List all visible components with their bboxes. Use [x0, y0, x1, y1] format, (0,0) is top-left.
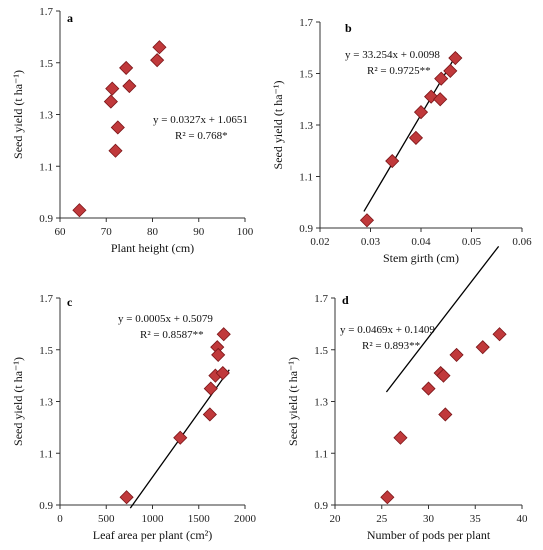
- r-squared-label: R² = 0.768*: [175, 130, 228, 142]
- y-tick-label: 1.7: [39, 6, 53, 18]
- panel-letter: d: [342, 293, 349, 307]
- x-tick-label: 0.03: [361, 236, 381, 248]
- y-tick-label: 1.1: [39, 448, 53, 460]
- x-tick-label: 25: [376, 513, 388, 525]
- trend-line: [385, 245, 500, 393]
- data-point-marker: [108, 143, 123, 158]
- y-tick-label: 1.1: [299, 172, 313, 184]
- x-tick-label: 0.05: [462, 236, 482, 248]
- data-point-marker: [110, 120, 125, 135]
- regression-equation: y = 0.0469x + 0.1409: [340, 324, 435, 336]
- y-axis-label: Seed yield (t ha⁻¹): [11, 70, 25, 159]
- y-tick-label: 1.5: [299, 69, 313, 81]
- data-point-marker: [475, 340, 490, 355]
- x-tick-label: 35: [470, 513, 482, 525]
- data-point-marker: [119, 490, 134, 505]
- data-point-marker: [434, 71, 449, 86]
- data-point-marker: [359, 213, 375, 228]
- x-tick-label: 70: [101, 226, 113, 238]
- x-axis-label: Plant height (cm): [111, 241, 194, 255]
- y-axis-label: Seed yield (t ha⁻¹): [271, 81, 285, 170]
- data-point-marker: [436, 368, 451, 383]
- y-tick-label: 1.7: [314, 293, 328, 305]
- x-tick-label: 40: [517, 513, 529, 525]
- y-tick-label: 1.3: [39, 397, 53, 409]
- regression-equation: y = 0.0327x + 1.0651: [153, 114, 248, 126]
- panel-letter: a: [67, 11, 73, 25]
- y-tick-label: 0.9: [39, 213, 53, 225]
- data-point-marker: [173, 430, 188, 445]
- x-tick-label: 1000: [142, 513, 165, 525]
- y-tick-label: 1.3: [314, 397, 328, 409]
- data-point-marker: [421, 381, 436, 396]
- x-axis-label: Stem girth (cm): [383, 251, 459, 265]
- data-point-marker: [202, 407, 217, 422]
- data-point-marker: [393, 430, 408, 445]
- r-squared-label: R² = 0.8587**: [140, 329, 204, 341]
- data-point-marker: [152, 40, 167, 55]
- panel-letter: c: [67, 295, 73, 309]
- regression-equation: y = 33.254x + 0.0098: [345, 49, 440, 61]
- r-squared-label: R² = 0.9725**: [367, 65, 431, 77]
- r-squared-label: R² = 0.893**: [362, 340, 420, 352]
- x-tick-label: 20: [330, 513, 342, 525]
- data-point-marker: [385, 153, 400, 169]
- data-point-marker: [105, 81, 120, 96]
- y-tick-label: 1.1: [314, 448, 328, 460]
- y-tick-label: 1.5: [39, 345, 53, 357]
- y-tick-label: 0.9: [299, 223, 313, 235]
- y-tick-label: 1.3: [299, 120, 313, 132]
- data-point-marker: [448, 50, 463, 66]
- y-tick-label: 1.7: [299, 17, 313, 29]
- y-tick-label: 1.5: [314, 345, 328, 357]
- y-axis-label: Seed yield (t ha⁻¹): [11, 357, 25, 446]
- data-point-marker: [122, 78, 137, 94]
- x-axis-label: Leaf area per plant (cm²): [93, 528, 213, 542]
- x-tick-label: 1500: [188, 513, 211, 525]
- data-point-marker: [408, 130, 424, 145]
- y-tick-label: 1.3: [39, 110, 53, 122]
- data-point-marker: [150, 53, 165, 68]
- x-tick-label: 0.02: [310, 236, 329, 248]
- data-point-marker: [215, 365, 230, 381]
- panel-letter: b: [345, 21, 352, 35]
- x-tick-label: 30: [423, 513, 435, 525]
- regression-equation: y = 0.0005x + 0.5079: [118, 313, 213, 325]
- x-tick-label: 60: [55, 226, 67, 238]
- y-tick-label: 0.9: [39, 500, 53, 512]
- x-tick-label: 100: [237, 226, 254, 238]
- data-point-marker: [203, 381, 218, 396]
- data-point-marker: [413, 105, 429, 120]
- data-point-marker: [380, 490, 395, 505]
- x-tick-label: 80: [147, 226, 159, 238]
- data-point-marker: [103, 94, 118, 109]
- data-point-marker: [492, 327, 507, 342]
- x-tick-label: 500: [98, 513, 115, 525]
- data-point-marker: [72, 203, 87, 218]
- data-point-marker: [449, 347, 464, 362]
- y-tick-label: 0.9: [314, 500, 328, 512]
- data-point-marker: [443, 63, 458, 78]
- y-axis-label: Seed yield (t ha⁻¹): [286, 357, 300, 446]
- data-point-marker: [216, 327, 231, 342]
- y-tick-label: 1.5: [39, 58, 53, 70]
- x-tick-label: 2000: [234, 513, 257, 525]
- y-tick-label: 1.1: [39, 161, 53, 173]
- x-tick-label: 0.06: [512, 236, 532, 248]
- x-axis-label: Number of pods per plant: [367, 528, 491, 542]
- data-point-marker: [433, 92, 448, 107]
- data-point-marker: [119, 60, 134, 75]
- x-tick-label: 0: [57, 513, 63, 525]
- y-tick-label: 1.7: [39, 293, 53, 305]
- x-tick-label: 0.04: [411, 236, 431, 248]
- x-tick-label: 90: [193, 226, 205, 238]
- data-point-marker: [211, 347, 226, 362]
- data-point-marker: [438, 407, 453, 422]
